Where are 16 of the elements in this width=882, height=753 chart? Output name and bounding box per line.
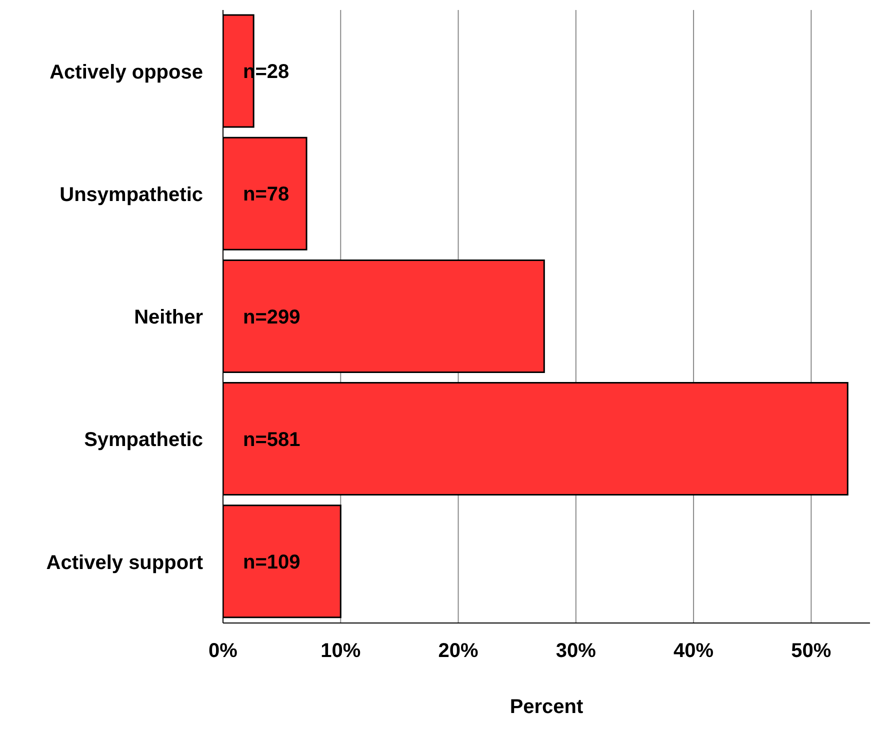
annotation: n=581 [243, 428, 300, 451]
x-tick-label: 50% [791, 640, 832, 662]
y-tick-label: Sympathetic [84, 429, 203, 452]
x-tick-label: 40% [674, 640, 714, 662]
x-tick-label: 20% [438, 640, 479, 662]
y-tick-label: Actively support [46, 552, 204, 574]
y-tick-label: Unsympathetic [60, 184, 203, 206]
x-tick-label: 30% [556, 640, 596, 662]
x-tick-label: 0% [208, 640, 238, 662]
y-tick-label: Actively oppose [50, 61, 203, 84]
annotation: n=299 [243, 306, 300, 328]
annotation: n=78 [243, 184, 290, 206]
x-tick-label: 10% [320, 640, 361, 662]
y-tick-label: Neither [134, 306, 204, 329]
annotation: n=109 [243, 552, 300, 574]
x-axis-title: Percent [510, 696, 584, 718]
